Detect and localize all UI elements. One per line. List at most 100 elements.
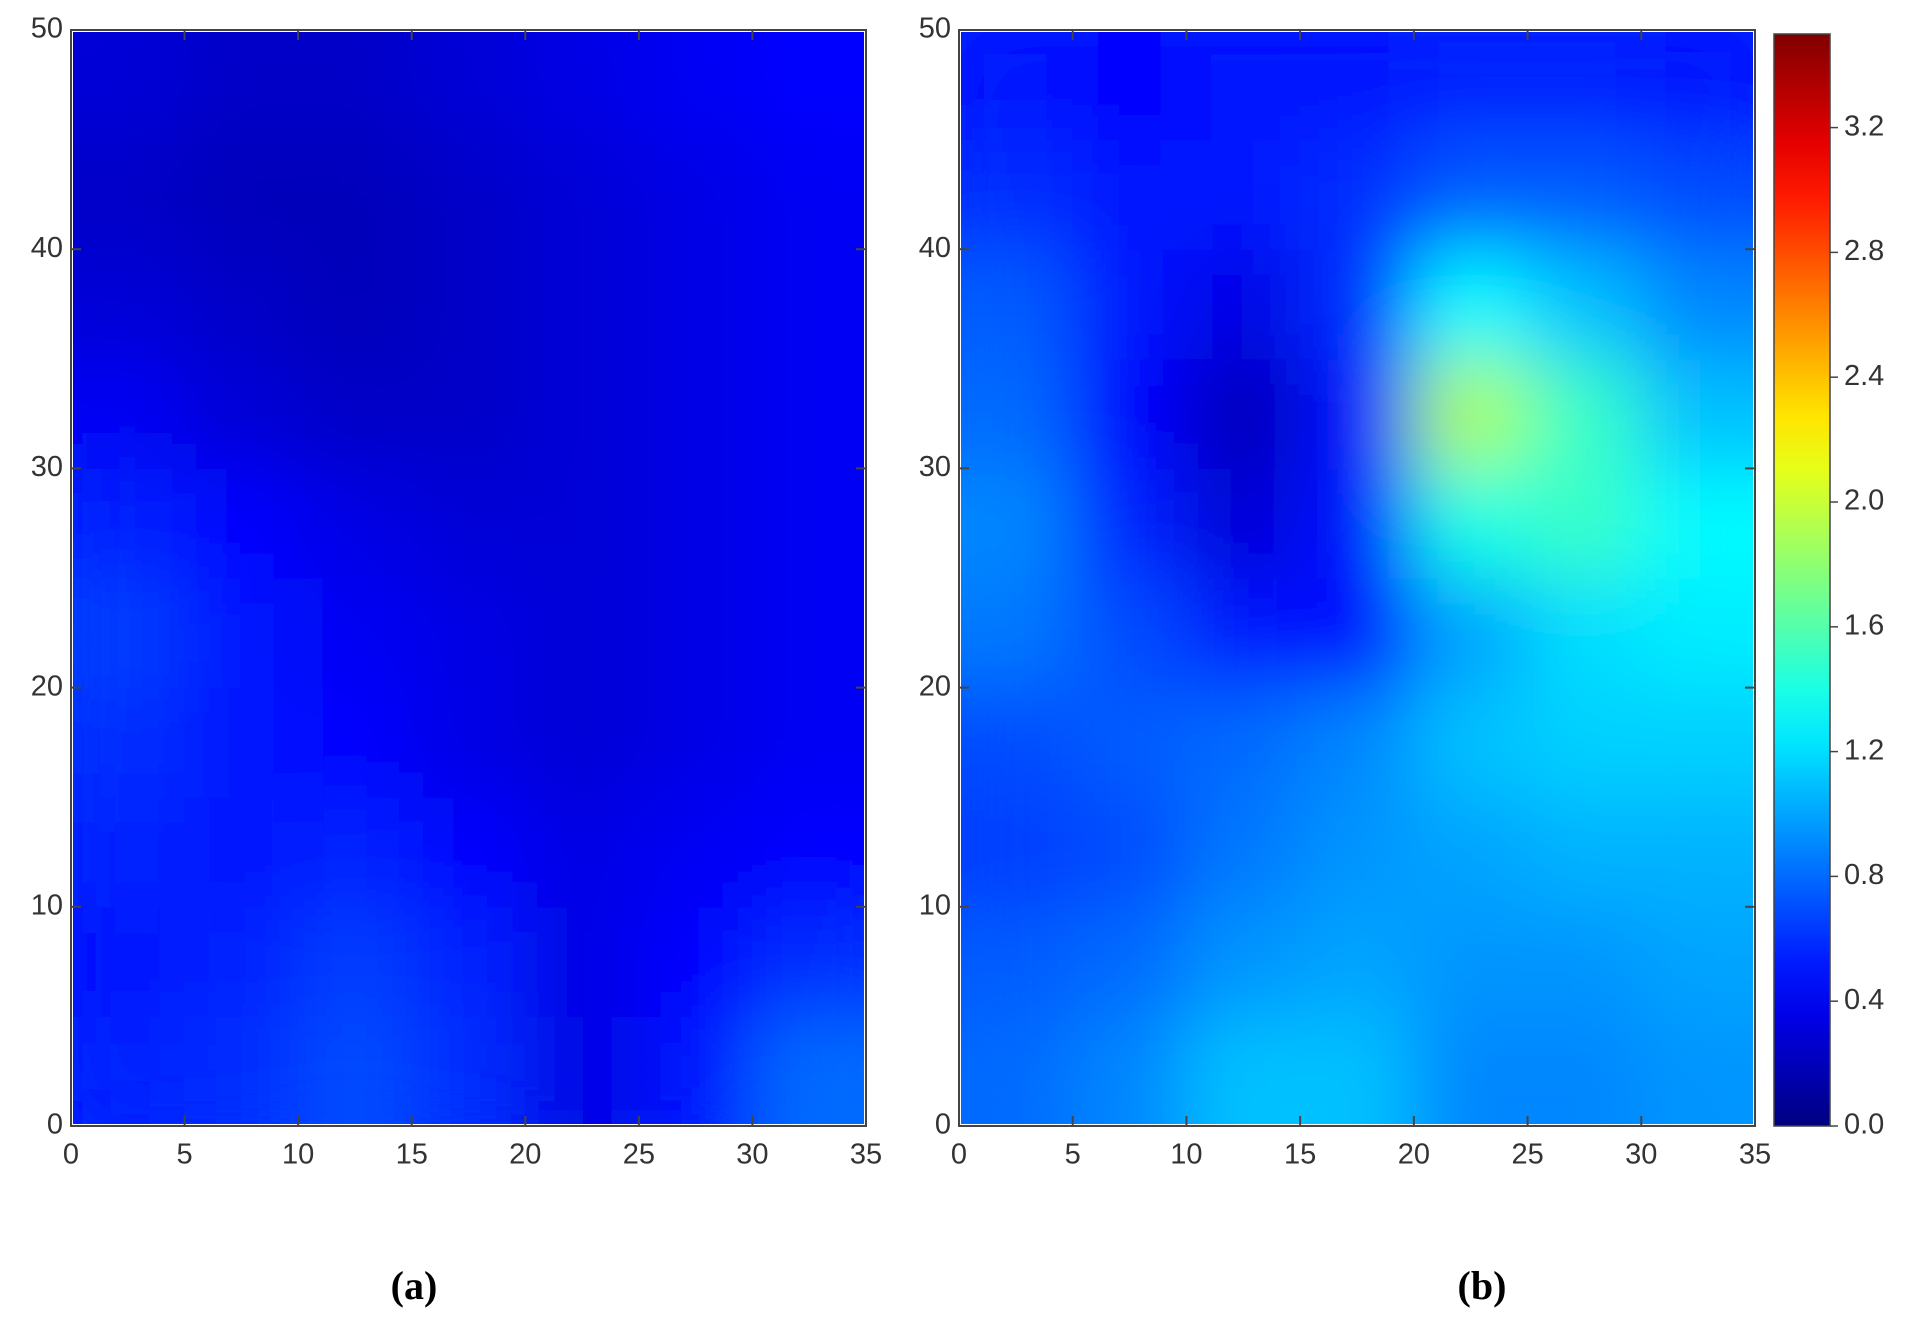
heatmap-cell xyxy=(1185,467,1301,579)
x-tick-label: 15 xyxy=(396,1139,428,1171)
heatmap-cell xyxy=(1185,358,1301,469)
heatmap-cell xyxy=(297,358,413,469)
heatmap-cell xyxy=(73,906,186,1017)
heatmap-cell xyxy=(1640,687,1753,798)
heatmap-cell xyxy=(1299,1015,1415,1124)
heatmap-cell xyxy=(1527,1015,1642,1124)
heatmap-cell xyxy=(1299,796,1415,908)
heatmap-cell xyxy=(1072,32,1187,141)
heatmap-cell xyxy=(184,577,299,689)
panel-label: (b) xyxy=(1458,1263,1507,1308)
heatmap-cell xyxy=(184,1015,299,1124)
y-tick-label: 40 xyxy=(919,232,951,264)
heatmap-cell xyxy=(961,467,1074,579)
colorbar-tick-label: 0.8 xyxy=(1844,859,1884,891)
heatmap-cell xyxy=(1299,687,1415,798)
heatmap-cell xyxy=(1527,32,1642,141)
heatmap-cell xyxy=(751,139,864,250)
colorbar-tick-label: 2.4 xyxy=(1844,360,1884,392)
heatmap-cell xyxy=(73,32,186,141)
heatmap-cell xyxy=(638,467,753,579)
heatmap-cell xyxy=(1413,906,1529,1017)
colorbar-tick-label: 3.2 xyxy=(1844,110,1884,142)
panel-label: (a) xyxy=(391,1263,438,1308)
heatmap-cell xyxy=(1185,906,1301,1017)
heatmap-cell xyxy=(1072,687,1187,798)
heatmap-cell xyxy=(1413,687,1529,798)
heatmap-cell xyxy=(184,906,299,1017)
heatmap-cell xyxy=(1413,139,1529,250)
plot-frame xyxy=(70,29,867,1127)
heatmap-cell xyxy=(751,687,864,798)
x-tick-label: 15 xyxy=(1284,1139,1316,1171)
heatmap-cell xyxy=(411,32,526,141)
heatmap-cell xyxy=(1072,467,1187,579)
heatmap xyxy=(961,32,1753,1124)
heatmap-cell xyxy=(638,796,753,908)
colorbar-tick-label: 2.0 xyxy=(1844,485,1884,517)
heatmap-cell xyxy=(297,906,413,1017)
heatmap-cell xyxy=(524,906,640,1017)
heatmap-cell xyxy=(751,906,864,1017)
heatmap-cell xyxy=(1299,32,1415,141)
heatmap-cell xyxy=(411,467,526,579)
heatmap-cell xyxy=(524,139,640,250)
heatmap-cell xyxy=(73,577,186,689)
heatmap-cell xyxy=(184,32,299,141)
heatmap-cell xyxy=(961,906,1074,1017)
heatmap-cell xyxy=(524,32,640,141)
x-tick-label: 35 xyxy=(850,1139,882,1171)
heatmap-cell xyxy=(1299,358,1415,469)
heatmap-cell xyxy=(961,687,1074,798)
heatmap-cell xyxy=(1640,906,1753,1017)
heatmap-cell xyxy=(1413,32,1529,141)
x-tick-label: 35 xyxy=(1739,1139,1771,1171)
heatmap-cell xyxy=(1640,139,1753,250)
heatmap-cell xyxy=(184,467,299,579)
heatmap-cell xyxy=(184,687,299,798)
heatmap-cell xyxy=(751,358,864,469)
heatmap-cell xyxy=(1527,467,1642,579)
heatmap-cell xyxy=(1185,139,1301,250)
x-tick-label: 10 xyxy=(1170,1139,1202,1171)
heatmap-cell xyxy=(1640,467,1753,579)
heatmap-cell xyxy=(73,139,186,250)
heatmap-cell xyxy=(1072,358,1187,469)
colorbar-tick-label: 1.2 xyxy=(1844,734,1884,766)
heatmap-cell xyxy=(297,467,413,579)
heatmap-cells xyxy=(961,32,1753,1124)
heatmap-cell xyxy=(1640,358,1753,469)
y-tick-label: 0 xyxy=(47,1109,63,1141)
heatmap-cell xyxy=(411,1015,526,1124)
heatmap-cell xyxy=(1072,1015,1187,1124)
heatmap-cell xyxy=(1072,796,1187,908)
y-tick-label: 30 xyxy=(31,451,63,483)
heatmap-cell xyxy=(638,687,753,798)
heatmap-cell xyxy=(751,467,864,579)
heatmap-cell xyxy=(961,32,1074,141)
heatmap-cell xyxy=(1299,467,1415,579)
heatmap-cell xyxy=(1185,32,1301,141)
plot-frame xyxy=(958,29,1756,1127)
x-tick-label: 0 xyxy=(63,1139,79,1171)
heatmap-cell xyxy=(961,139,1074,250)
heatmap-cell xyxy=(73,796,186,908)
y-tick-label: 10 xyxy=(31,889,63,921)
y-tick-label: 0 xyxy=(935,1109,951,1141)
colorbar-tick-label: 0.0 xyxy=(1844,1109,1884,1141)
heatmap-cell xyxy=(751,32,864,141)
heatmap-cell xyxy=(1527,358,1642,469)
heatmap-cell xyxy=(73,1015,186,1124)
heatmap-cell xyxy=(1185,248,1301,360)
heatmap-cell xyxy=(1413,248,1529,360)
heatmap-cell xyxy=(524,1015,640,1124)
heatmap-cell xyxy=(73,467,186,579)
x-tick-label: 0 xyxy=(951,1139,967,1171)
heatmap-cell xyxy=(1413,467,1529,579)
heatmap-cells xyxy=(73,32,864,1124)
colorbar-tick-label: 0.4 xyxy=(1844,984,1884,1016)
heatmap-cell xyxy=(638,577,753,689)
heatmap-cell xyxy=(1072,248,1187,360)
heatmap-cell xyxy=(1527,139,1642,250)
y-tick-label: 50 xyxy=(31,13,63,45)
